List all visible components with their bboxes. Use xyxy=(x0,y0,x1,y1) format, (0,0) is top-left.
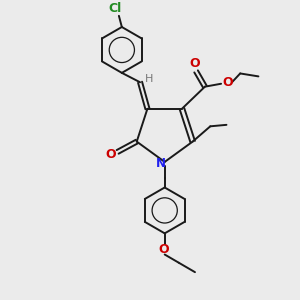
Text: O: O xyxy=(158,243,169,256)
Text: O: O xyxy=(106,148,116,161)
Text: Cl: Cl xyxy=(109,2,122,15)
Text: O: O xyxy=(222,76,233,89)
Text: N: N xyxy=(156,157,166,170)
Text: H: H xyxy=(145,74,154,84)
Text: O: O xyxy=(190,57,200,70)
